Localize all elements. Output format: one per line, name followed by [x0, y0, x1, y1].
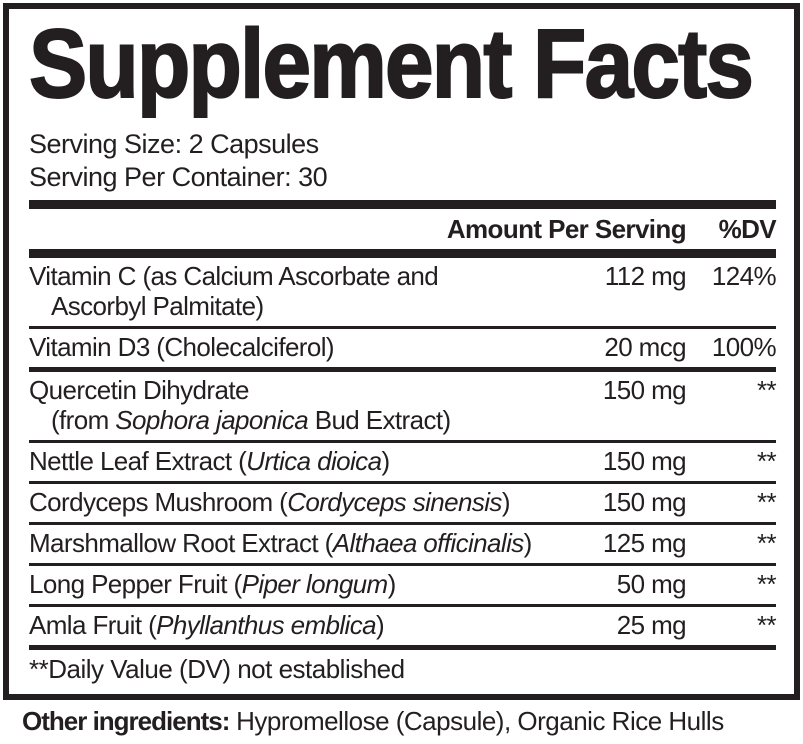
ingredient-row-amla: Amla Fruit (Phyllanthus emblica) 25 mg *…	[29, 607, 777, 645]
ingredient-amount: 25 mg	[616, 610, 687, 640]
ingredient-row-nettle-leaf: Nettle Leaf Extract (Urtica dioica) 150 …	[29, 443, 777, 481]
ingredient-name: Vitamin D3 (Cholecalciferol)	[29, 332, 335, 362]
ingredient-dv: **	[756, 610, 777, 640]
ingredient-amount: 150 mg	[602, 446, 687, 476]
thick-divider-header	[29, 249, 776, 258]
row-divider	[29, 604, 776, 607]
ingredient-name: Amla Fruit (Phyllanthus emblica)	[29, 610, 385, 640]
supplement-facts-panel: Supplement Facts Serving Size: 2 Capsule…	[3, 3, 800, 700]
panel-title: Supplement Facts	[28, 9, 755, 118]
ingredient-dv: **	[756, 375, 777, 405]
serving-size: Serving Size: 2 Capsules	[29, 129, 319, 159]
ingredient-amount: 150 mg	[602, 375, 687, 405]
row-divider	[29, 326, 776, 329]
dv-header: %DV	[718, 214, 777, 244]
row-divider	[29, 440, 776, 443]
ingredient-name: Vitamin C (as Calcium Ascorbate and Asco…	[29, 261, 439, 321]
row-divider	[29, 563, 776, 566]
ingredient-name: Marshmallow Root Extract (Althaea offici…	[29, 528, 532, 558]
servings-per-container: Serving Per Container: 30	[29, 162, 328, 192]
ingredient-name: Long Pepper Fruit (Piper longum)	[29, 569, 396, 599]
ingredient-dv: **	[756, 528, 777, 558]
other-ingredients-label: Other ingredients:	[22, 706, 230, 736]
ingredient-amount: 112 mg	[604, 261, 687, 291]
ingredient-name: Cordyceps Mushroom (Cordyceps sinensis)	[29, 487, 511, 517]
ingredient-row-long-pepper: Long Pepper Fruit (Piper longum) 50 mg *…	[29, 566, 777, 604]
ingredient-row-quercetin: Quercetin Dihydrate (from Sophora japoni…	[29, 372, 777, 440]
ingredient-dv: **	[756, 487, 777, 517]
daily-value-footnote: **Daily Value (DV) not established	[29, 654, 405, 684]
ingredient-dv: **	[756, 446, 777, 476]
footnote-divider	[29, 645, 776, 650]
ingredient-amount: 125 mg	[602, 528, 687, 558]
row-divider	[29, 522, 776, 525]
other-ingredients: Other ingredients: Hypromellose (Capsule…	[22, 705, 803, 738]
ingredient-row-marshmallow: Marshmallow Root Extract (Althaea offici…	[29, 525, 777, 563]
ingredient-amount: 20 mcg	[604, 332, 686, 362]
amount-per-serving-header: Amount Per Serving	[446, 214, 687, 244]
ingredient-amount: 150 mg	[602, 487, 687, 517]
ingredient-name: Nettle Leaf Extract (Urtica dioica)	[29, 446, 390, 476]
ingredient-amount: 50 mg	[616, 569, 687, 599]
ingredient-row-vitamin-c: Vitamin C (as Calcium Ascorbate and Asco…	[29, 258, 777, 326]
ingredient-name: Quercetin Dihydrate (from Sophora japoni…	[29, 375, 451, 435]
section-divider	[29, 367, 776, 372]
column-header-row: Amount Per Serving %DV	[29, 209, 777, 249]
other-ingredients-value: Hypromellose (Capsule), Organic Rice Hul…	[229, 706, 724, 736]
row-divider	[29, 481, 776, 484]
serving-info: Serving Size: 2 Capsules Serving Per Con…	[29, 128, 776, 194]
ingredient-dv: 124%	[711, 261, 777, 291]
ingredient-row-cordyceps: Cordyceps Mushroom (Cordyceps sinensis) …	[29, 484, 777, 522]
ingredient-dv: **	[756, 569, 777, 599]
ingredient-row-vitamin-d3: Vitamin D3 (Cholecalciferol) 20 mcg 100%	[29, 329, 777, 367]
ingredient-dv: 100%	[711, 332, 777, 362]
thick-divider-top	[29, 200, 776, 209]
